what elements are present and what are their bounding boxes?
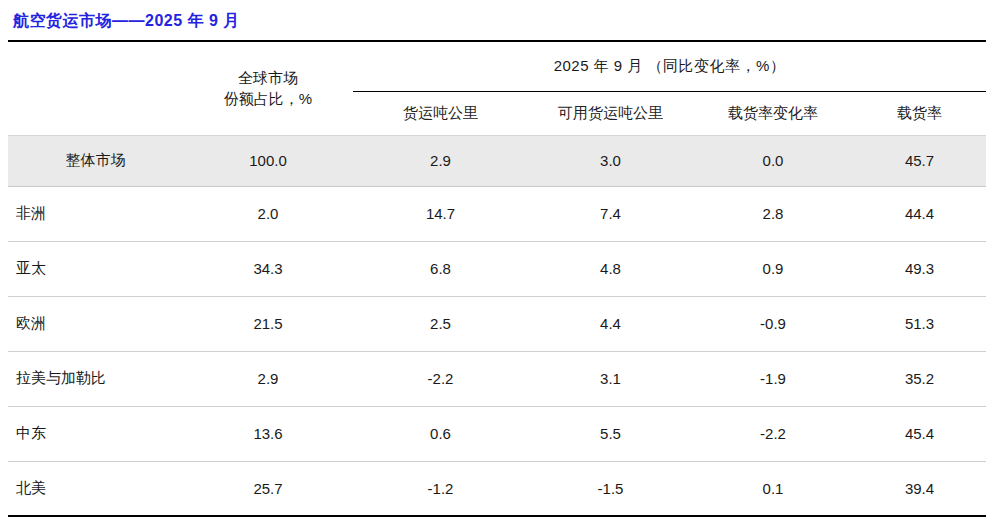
table-row-europe: 欧洲 21.5 2.5 4.4 -0.9 51.3 (8, 296, 986, 351)
header-load-factor: 载货率 (853, 91, 986, 135)
header-group-yoy: 2025 年 9 月 （同比变化率，%） (353, 42, 986, 91)
value-cell: 2.0 (183, 186, 353, 241)
table-row-north-america: 北美 25.7 -1.2 -1.5 0.1 39.4 (8, 461, 986, 516)
header-global-share: 全球市场 份额占比，% (183, 42, 353, 135)
table-row-middle-east: 中东 13.6 0.6 5.5 -2.2 45.4 (8, 406, 986, 461)
value-cell: -2.2 (693, 406, 853, 461)
report-page: 航空货运市场——2025 年 9 月 全球市场 份额占比，% 2025 年 9 … (0, 0, 1000, 520)
header-row-group: 全球市场 份额占比，% 2025 年 9 月 （同比变化率，%） (8, 42, 986, 91)
value-cell: -1.5 (528, 461, 693, 516)
value-cell: 2.8 (693, 186, 853, 241)
value-cell: 39.4 (853, 461, 986, 516)
value-cell: 4.8 (528, 241, 693, 296)
value-cell: 7.4 (528, 186, 693, 241)
value-cell: 51.3 (853, 296, 986, 351)
value-cell: 3.1 (528, 351, 693, 406)
region-cell: 中东 (8, 406, 183, 461)
value-cell: 34.3 (183, 241, 353, 296)
value-cell: 4.4 (528, 296, 693, 351)
header-global-share-line2: 份额占比，% (187, 88, 349, 110)
value-cell: 5.5 (528, 406, 693, 461)
value-cell: 2.5 (353, 296, 528, 351)
value-cell: 13.6 (183, 406, 353, 461)
header-region-spacer (8, 42, 183, 135)
value-cell: -1.9 (693, 351, 853, 406)
value-cell: 21.5 (183, 296, 353, 351)
value-cell: 45.7 (853, 135, 986, 186)
value-cell: 35.2 (853, 351, 986, 406)
value-cell: 0.6 (353, 406, 528, 461)
header-global-share-line1: 全球市场 (187, 67, 349, 89)
header-ctk: 货运吨公里 (353, 91, 528, 135)
table-row-africa: 非洲 2.0 14.7 7.4 2.8 44.4 (8, 186, 986, 241)
header-load-factor-change: 载货率变化率 (693, 91, 853, 135)
value-cell: 49.3 (853, 241, 986, 296)
table-row-latin-america-caribbean: 拉美与加勒比 2.9 -2.2 3.1 -1.9 35.2 (8, 351, 986, 406)
value-cell: 3.0 (528, 135, 693, 186)
value-cell: 25.7 (183, 461, 353, 516)
value-cell: 6.8 (353, 241, 528, 296)
value-cell: 2.9 (353, 135, 528, 186)
region-cell: 整体市场 (8, 135, 183, 186)
air-cargo-market-table: 全球市场 份额占比，% 2025 年 9 月 （同比变化率，%） 货运吨公里 可… (8, 42, 986, 517)
value-cell: 0.9 (693, 241, 853, 296)
value-cell: 2.9 (183, 351, 353, 406)
value-cell: -0.9 (693, 296, 853, 351)
page-title: 航空货运市场——2025 年 9 月 (13, 11, 1000, 32)
region-cell: 亚太 (8, 241, 183, 296)
table-row-asia-pacific: 亚太 34.3 6.8 4.8 0.9 49.3 (8, 241, 986, 296)
value-cell: -1.2 (353, 461, 528, 516)
region-cell: 拉美与加勒比 (8, 351, 183, 406)
header-actk: 可用货运吨公里 (528, 91, 693, 135)
value-cell: 14.7 (353, 186, 528, 241)
table-row-total-market: 整体市场 100.0 2.9 3.0 0.0 45.7 (8, 135, 986, 186)
value-cell: 0.1 (693, 461, 853, 516)
value-cell: 44.4 (853, 186, 986, 241)
value-cell: 45.4 (853, 406, 986, 461)
region-cell: 欧洲 (8, 296, 183, 351)
value-cell: -2.2 (353, 351, 528, 406)
region-cell: 北美 (8, 461, 183, 516)
region-cell: 非洲 (8, 186, 183, 241)
value-cell: 0.0 (693, 135, 853, 186)
value-cell: 100.0 (183, 135, 353, 186)
